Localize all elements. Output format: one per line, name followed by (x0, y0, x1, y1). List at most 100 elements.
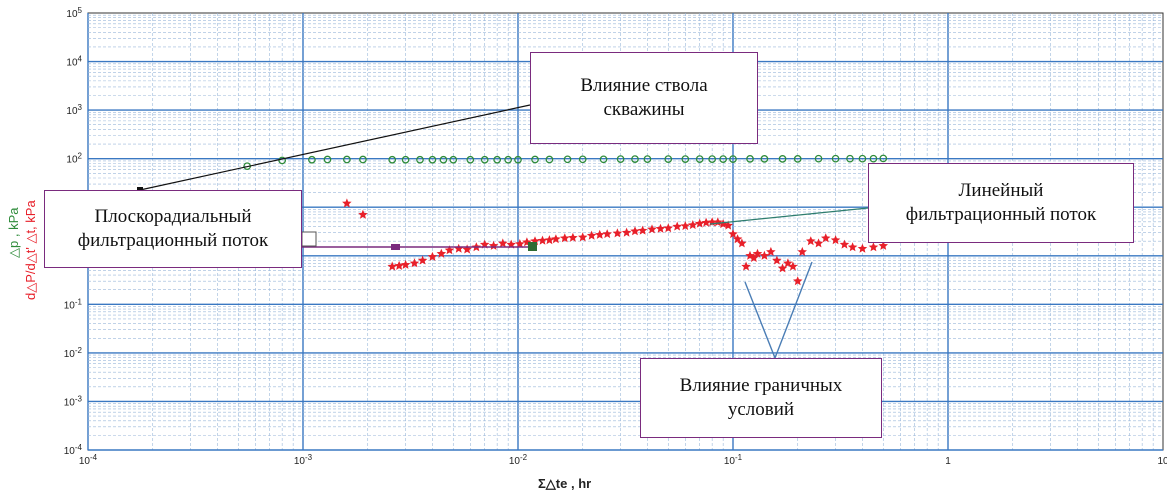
derivative-point (830, 235, 841, 245)
pressure-point (616, 155, 625, 163)
annotation-boundary-effects: Влияние граничных условий (640, 358, 882, 438)
derivative-point (741, 261, 751, 271)
x-tick-label: 10 (1157, 456, 1167, 467)
derivative-point (749, 253, 759, 262)
derivative-point (839, 239, 850, 249)
pressure-point (846, 154, 854, 163)
derivative-point (454, 243, 464, 253)
y-tick-label: 10-2 (64, 346, 83, 360)
pressure-point (466, 155, 475, 164)
pressure-point (643, 155, 652, 163)
derivative-point (444, 245, 455, 255)
derivative-point (522, 237, 532, 247)
pressure-point (504, 155, 513, 164)
x-tick-label: 10-1 (724, 453, 743, 467)
radial-start-marker (301, 231, 317, 247)
x-tick-labels: 10-4 10-3 10-2 10-1 1 10 (79, 453, 1167, 467)
pressure-point (545, 155, 554, 164)
derivative-point (400, 259, 411, 269)
pressure-point (814, 154, 823, 163)
derivative-point (694, 218, 705, 228)
derivative-point (427, 251, 438, 261)
derivative-point (578, 232, 588, 242)
derivative-point (436, 248, 447, 258)
annotation-radial-flow: Плоскорадиальный фильтрационный поток (44, 190, 302, 268)
derivative-point (595, 229, 605, 239)
pressure-point (681, 155, 690, 163)
y-tick-label: 102 (66, 152, 82, 166)
pressure-point (359, 155, 367, 164)
derivative-point (498, 238, 508, 248)
pressure-series (243, 154, 888, 171)
y-tick-label: 10-3 (64, 394, 83, 408)
derivative-point (621, 227, 632, 237)
derivative-point (868, 242, 879, 252)
derivative-point (821, 233, 831, 243)
derivative-point (663, 223, 673, 233)
derivative-point (568, 232, 578, 242)
derivative-point (655, 223, 666, 233)
derivative-point (409, 258, 420, 268)
derivative-point (732, 234, 743, 244)
derivative-point (462, 244, 472, 254)
pressure-point (729, 155, 737, 163)
derivative-point (560, 233, 570, 243)
derivative-point (718, 219, 728, 229)
derivative-point (797, 246, 807, 256)
radial-left-marker (391, 244, 400, 250)
derivative-point (586, 230, 597, 240)
derivative-point (680, 221, 691, 231)
pressure-point (308, 155, 316, 164)
derivative-point (394, 260, 404, 270)
y-tick-label: 103 (66, 103, 82, 117)
y-tick-label: 10-4 (64, 443, 83, 457)
derivative-point (387, 261, 397, 271)
derivative-point (737, 238, 747, 248)
pressure-point (563, 155, 572, 164)
pressure-point (480, 155, 489, 164)
x-tick-label: 1 (945, 456, 951, 467)
pressure-point (578, 155, 587, 164)
pressure-point (664, 155, 673, 163)
pressure-point (599, 155, 608, 164)
leader-boundary-a (744, 281, 776, 359)
pressure-point (493, 155, 502, 164)
derivative-point (772, 255, 782, 265)
pressure-point (695, 155, 704, 163)
marker-wellbore (137, 187, 143, 192)
derivative-point (723, 220, 733, 230)
y-tick-label: 104 (66, 55, 82, 69)
derivative-point (813, 238, 824, 248)
leader-linear (709, 207, 869, 225)
derivative-point (878, 240, 888, 250)
derivative-series (342, 198, 888, 286)
leader-wellbore (139, 104, 531, 191)
pressure-point (278, 156, 287, 165)
pressure-point (323, 155, 332, 164)
annotation-wellbore-storage: Влияние ствола скважины (530, 52, 758, 144)
derivative-point (612, 228, 623, 238)
pressure-point (428, 155, 437, 164)
pressure-point (708, 155, 717, 163)
y-axis-label-derivative: d△P/d△t' △t, kPa (23, 200, 38, 300)
x-axis-label: Σ△te , hr (538, 476, 592, 491)
y-tick-label: 10-1 (64, 297, 83, 311)
y-axis-label-pressure: △p , kPa (6, 207, 21, 258)
pressure-point (879, 154, 888, 163)
pressure-point (858, 154, 867, 163)
derivative-point (752, 248, 763, 258)
derivative-point (358, 209, 368, 219)
pressure-point (531, 155, 539, 164)
derivative-point (688, 220, 698, 230)
pressure-point (416, 155, 424, 164)
x-tick-label: 10-2 (509, 453, 528, 467)
derivative-point (793, 276, 803, 286)
derivative-point (537, 235, 548, 245)
pressure-point (343, 155, 351, 164)
derivative-point (551, 234, 561, 244)
x-tick-label: 10-4 (79, 453, 98, 467)
derivative-point (544, 235, 555, 245)
pressure-point (439, 155, 448, 164)
derivative-point (647, 224, 657, 234)
pressure-point (760, 155, 769, 163)
